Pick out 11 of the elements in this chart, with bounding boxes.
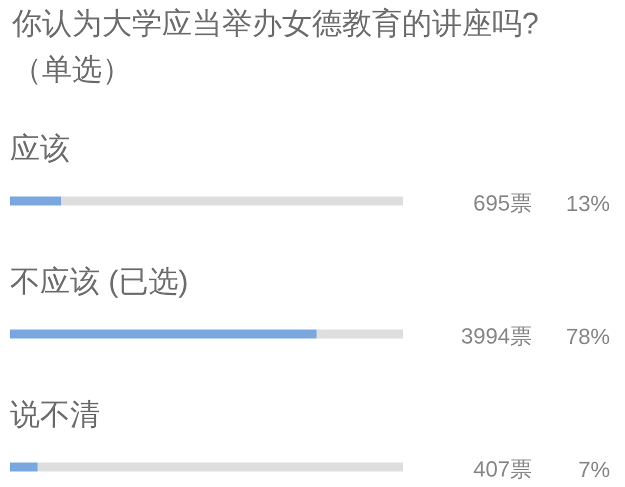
text: 695票 xyxy=(473,190,532,216)
text: 3994票 xyxy=(461,324,532,348)
text: 407票 xyxy=(473,456,532,482)
y-tick-label: 不应该 (已选) xyxy=(10,266,188,298)
chart-subtitle: （单选） xyxy=(12,54,132,86)
data-label: 7% xyxy=(578,457,610,482)
data-label: 13% xyxy=(566,191,610,216)
y-tick-label: 说不清 xyxy=(10,398,100,432)
data-label: 78% xyxy=(566,324,610,349)
y-tick-label: 应该 xyxy=(10,132,70,166)
chart-title: 你认为大学应当举办女德教育的讲座吗? xyxy=(11,8,539,40)
